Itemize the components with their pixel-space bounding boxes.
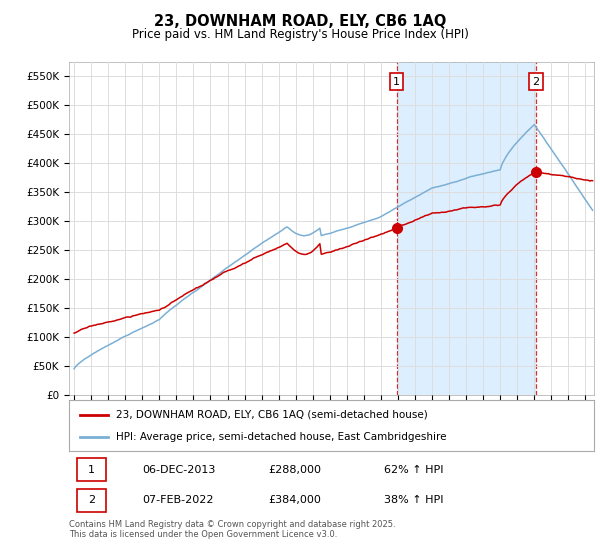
Text: 1: 1 <box>88 465 95 475</box>
Text: 07-FEB-2022: 07-FEB-2022 <box>143 495 214 505</box>
Text: 06-DEC-2013: 06-DEC-2013 <box>143 465 216 475</box>
FancyBboxPatch shape <box>77 488 106 512</box>
Text: Contains HM Land Registry data © Crown copyright and database right 2025.
This d: Contains HM Land Registry data © Crown c… <box>69 520 395 539</box>
Text: 62% ↑ HPI: 62% ↑ HPI <box>384 465 443 475</box>
Text: Price paid vs. HM Land Registry's House Price Index (HPI): Price paid vs. HM Land Registry's House … <box>131 28 469 41</box>
FancyBboxPatch shape <box>77 458 106 482</box>
Text: £288,000: £288,000 <box>269 465 322 475</box>
Text: 23, DOWNHAM ROAD, ELY, CB6 1AQ (semi-detached house): 23, DOWNHAM ROAD, ELY, CB6 1AQ (semi-det… <box>116 409 428 419</box>
Text: HPI: Average price, semi-detached house, East Cambridgeshire: HPI: Average price, semi-detached house,… <box>116 432 447 442</box>
Text: 2: 2 <box>88 495 95 505</box>
Text: £384,000: £384,000 <box>269 495 322 505</box>
Text: 2: 2 <box>532 77 539 87</box>
Bar <box>397 62 536 395</box>
Text: 1: 1 <box>393 77 400 87</box>
Text: 38% ↑ HPI: 38% ↑ HPI <box>384 495 443 505</box>
Text: 23, DOWNHAM ROAD, ELY, CB6 1AQ: 23, DOWNHAM ROAD, ELY, CB6 1AQ <box>154 14 446 29</box>
